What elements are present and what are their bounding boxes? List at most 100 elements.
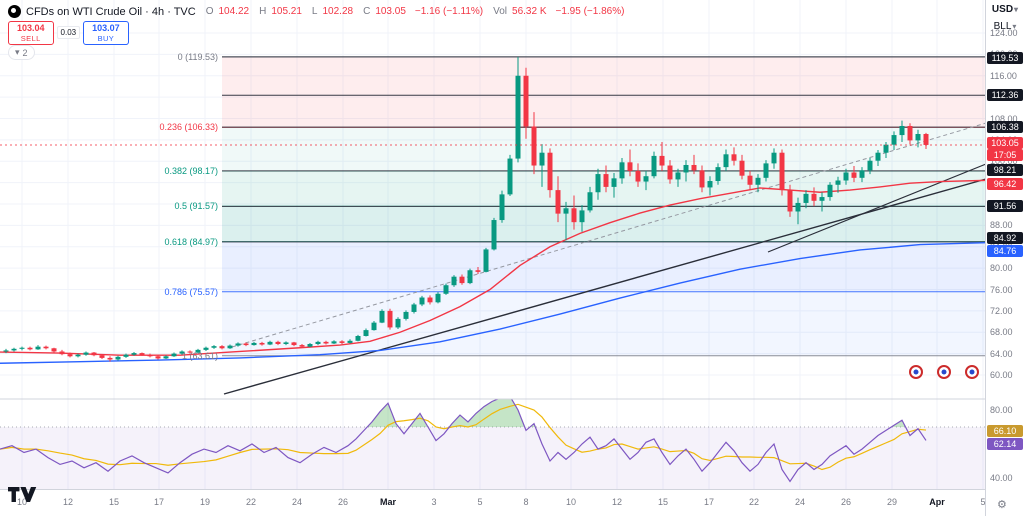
rsi-overbought-fill — [449, 399, 525, 427]
scale-settings-gear-icon[interactable]: ⚙ — [997, 499, 1007, 511]
candle-down — [259, 342, 265, 345]
candle-up — [651, 155, 657, 177]
chevron-down-icon: ▾ — [15, 47, 20, 57]
fib-zone[interactable] — [222, 206, 986, 242]
time-axis-label: 12 — [611, 497, 623, 507]
time-axis-label: 19 — [199, 497, 211, 507]
time-axis[interactable]: 10 12 15 17 19 22 24 26 Mar 3 5 8 10 12 15 17 22 24 26 29 Ap… — [0, 489, 1024, 516]
price-scale-label: 72.00 — [990, 305, 1013, 316]
candle-down — [67, 354, 73, 357]
rsi-pane — [0, 399, 927, 483]
candle-up — [819, 197, 825, 201]
candle-down — [427, 297, 433, 303]
candle-down — [635, 170, 641, 182]
price-badge: 96.42 — [987, 178, 1023, 190]
rsi-signal-line — [0, 403, 927, 471]
fib-level-label: 0 (119.53) — [177, 51, 218, 62]
candle-down — [51, 348, 57, 352]
time-axis-label: 10 — [16, 497, 28, 507]
candle-up — [227, 345, 233, 349]
spread-value: 0.03 — [56, 26, 81, 40]
trendline[interactable] — [767, 163, 987, 253]
candle-up — [579, 210, 585, 223]
candle-up — [715, 167, 721, 182]
price-badge: 84.76 — [987, 245, 1023, 257]
high-label: H — [259, 6, 267, 17]
candle-up — [251, 342, 257, 346]
price-scale-label: 124.00 — [990, 28, 1018, 38]
candle-up — [19, 347, 25, 349]
candle-down — [555, 190, 561, 214]
sell-button[interactable]: 103.04 SELL — [8, 21, 54, 45]
time-axis-label: 26 — [337, 497, 349, 507]
candle-up — [315, 341, 321, 345]
candle-down — [459, 276, 465, 284]
marker-circle-dot-icon — [913, 369, 919, 375]
candle-up — [723, 154, 729, 168]
symbol-title[interactable]: CFDs on WTI Crude Oil · 4h · TVC — [26, 5, 196, 18]
fib-zone[interactable] — [222, 127, 986, 172]
fib-zone[interactable] — [222, 291, 986, 356]
candle-up — [563, 208, 569, 214]
candle-down — [523, 75, 529, 127]
candle-up — [843, 172, 849, 181]
time-axis-label: 17 — [703, 497, 715, 507]
candle-up — [411, 304, 417, 312]
candle-down — [571, 208, 577, 223]
candle-down — [531, 126, 537, 166]
price-badge: 62.14 — [987, 438, 1023, 450]
candle-down — [691, 164, 697, 171]
time-axis-label: 29 — [886, 497, 898, 507]
fib-level-label: 0.786 (75.57) — [164, 286, 218, 297]
currency-selector[interactable]: USD▾ — [991, 4, 1019, 15]
candle-up — [131, 353, 137, 355]
candle-up — [619, 162, 625, 179]
candle-up — [347, 340, 353, 343]
candle-down — [99, 355, 105, 358]
candle-down — [91, 352, 97, 356]
low-value: 102.28 — [322, 6, 354, 17]
candle-up — [771, 152, 777, 164]
candle-down — [243, 343, 249, 346]
price-badge: 119.53 — [987, 52, 1023, 64]
fib-level-label: 0.236 (106.33) — [159, 122, 218, 133]
price-scale-label: 100.00 — [990, 156, 1018, 167]
price-scale[interactable]: USD▾ BLL▾ ⚙ 124.00120.00116.00112.00108.… — [985, 0, 1024, 516]
candle-up — [235, 343, 241, 346]
fib-zone[interactable] — [222, 56, 986, 128]
candle-up — [483, 249, 489, 272]
candle-up — [499, 194, 505, 221]
candle-up — [267, 341, 273, 345]
price-scale-label: 116.00 — [990, 70, 1017, 81]
candle-down — [731, 154, 737, 161]
candle-up — [835, 180, 841, 185]
candle-down — [747, 175, 753, 185]
candle-up — [859, 170, 865, 178]
fib-level-label: 0.5 (91.57) — [174, 201, 218, 212]
rsi-scale-label: 40.00 — [990, 473, 1013, 483]
high-value: 105.21 — [271, 6, 302, 17]
candle-up — [395, 318, 401, 328]
time-axis-label: 17 — [153, 497, 165, 507]
object-tree-chip[interactable]: ▾ 2 — [8, 45, 35, 60]
price-badge: 98.21 — [987, 164, 1023, 176]
unit-selector[interactable]: BLL▾ — [993, 21, 1017, 32]
tradingview-logo[interactable] — [8, 487, 38, 507]
candle-up — [755, 177, 761, 185]
rsi-overbought-fill — [367, 403, 399, 427]
candle-down — [323, 341, 329, 344]
rsi-scale-label: 80.00 — [990, 405, 1013, 415]
candle-up — [179, 351, 185, 354]
candle-down — [387, 310, 393, 328]
trendline[interactable] — [231, 122, 987, 348]
candle-up — [611, 178, 617, 187]
candle-down — [155, 356, 161, 359]
buy-button[interactable]: 103.07 BUY — [83, 21, 129, 45]
price-badge: 91.56 — [987, 200, 1023, 212]
time-axis-label: 10 — [565, 497, 577, 507]
candle-down — [475, 270, 481, 272]
candle-up — [883, 144, 889, 153]
candle-up — [115, 356, 121, 360]
close-value: 103.05 — [375, 6, 406, 17]
